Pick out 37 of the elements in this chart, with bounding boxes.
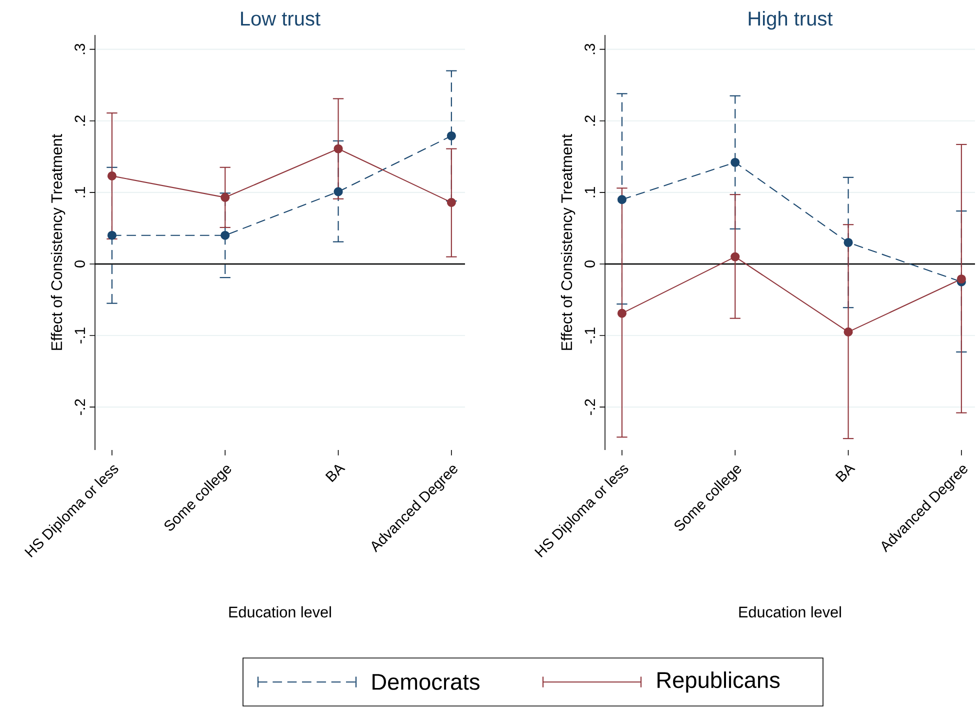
x-axis-title: Education level [229,606,331,618]
chart-title: Low trust [241,12,320,26]
y-tick-label: 0 [584,260,595,268]
y-axis-title: Effect of Consistency Treatment [560,134,576,350]
y-tick-label: 0 [74,260,85,268]
chart-title: High trust [748,11,833,30]
point [220,192,230,202]
legend-label: Republicans [658,671,780,693]
y-tick-label: -.2 [74,399,85,415]
legend-label: Democrats [372,674,480,690]
point [107,171,117,180]
point [220,230,230,240]
point [617,195,627,204]
y-tick-label: -.1 [584,328,595,344]
point [844,238,853,248]
point [446,131,456,140]
y-axis-title: Effect of Consistency Treatment [50,134,66,350]
y-tick-label: .2 [584,115,595,126]
point [617,308,627,318]
x-tick-label: BA [325,464,346,482]
point [334,187,343,196]
point [844,327,853,336]
point [956,274,966,284]
y-tick-label: .1 [584,187,595,198]
y-tick-label: .2 [74,115,85,126]
y-tick-label: .1 [74,187,85,198]
y-tick-label: .3 [74,44,85,54]
x-axis-title: Education level [739,606,841,618]
x-tick-label: BA [835,464,856,482]
y-tick-label: -.2 [584,399,595,415]
point [446,198,456,207]
y-tick-label: .3 [584,44,595,54]
point [730,158,740,167]
point [334,144,343,154]
point [730,252,740,262]
y-tick-label: -.1 [74,328,85,344]
point [107,230,117,240]
